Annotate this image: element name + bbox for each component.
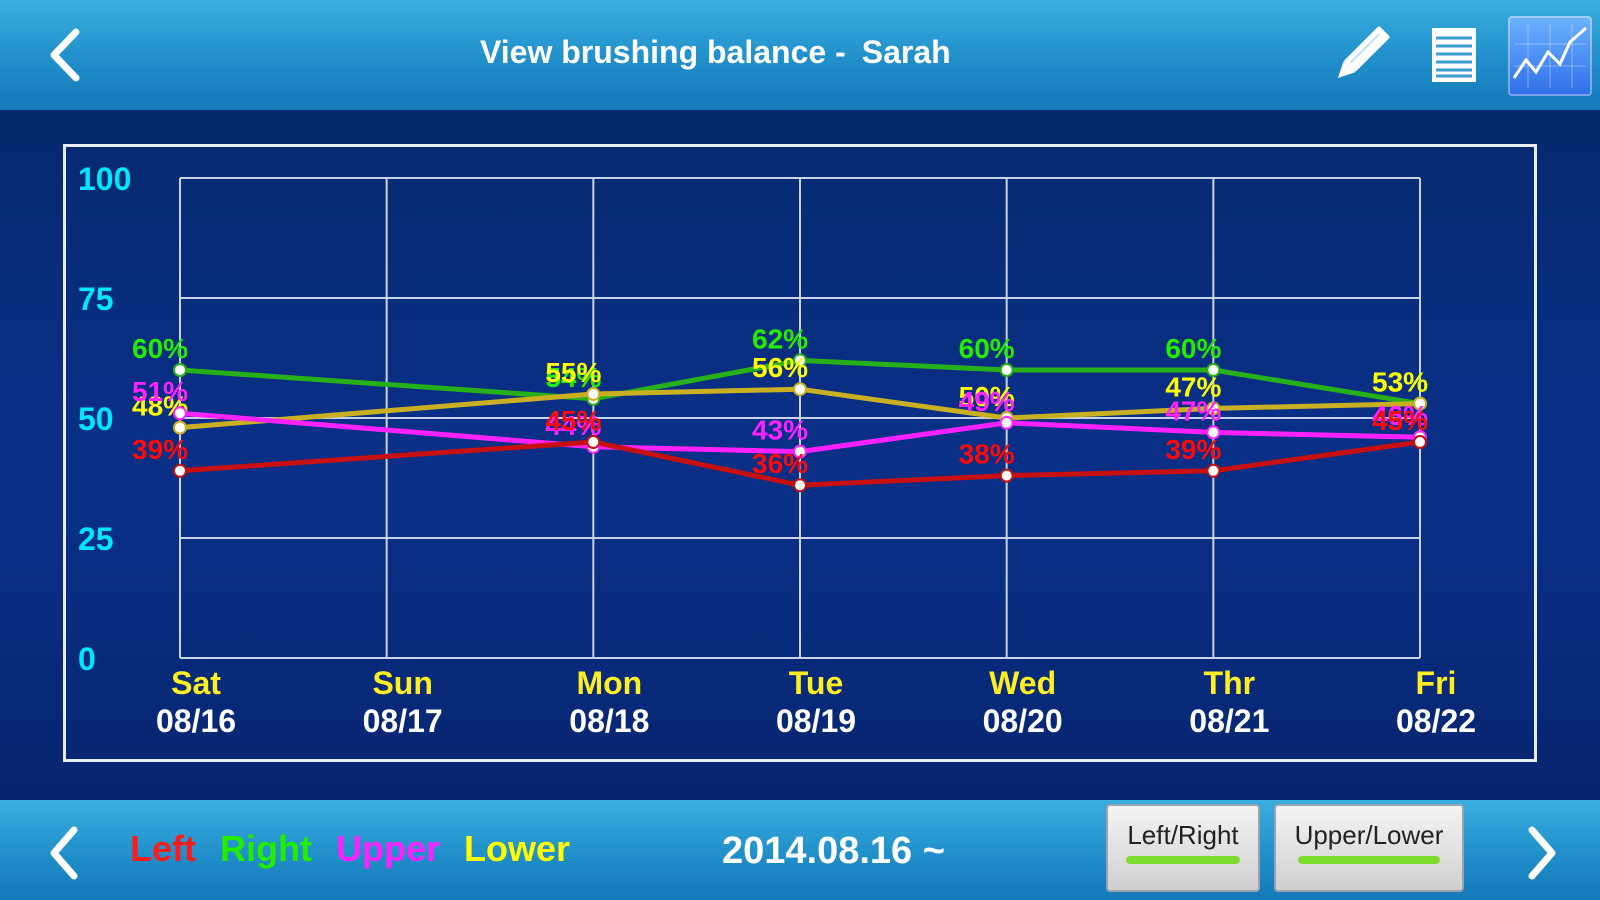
- data-point-lower: [173, 420, 187, 435]
- next-week-button[interactable]: [1510, 822, 1566, 884]
- chart-legend: Left Right Upper Lower: [130, 828, 594, 870]
- legend-upper: Upper: [335, 828, 440, 869]
- user-name: Sarah: [861, 34, 951, 70]
- previous-week-button[interactable]: [40, 822, 96, 884]
- data-point-left: [793, 478, 807, 493]
- x-tick-day-label: Wed: [989, 665, 1056, 701]
- data-label-left: 45%: [1372, 405, 1428, 436]
- bottom-bar: Left Right Upper Lower 2014.08.16 ~ Left/Ri…: [0, 800, 1600, 900]
- data-label-lower: 47%: [1165, 371, 1221, 402]
- data-label-upper: 46%: [1372, 400, 1428, 431]
- data-label-right: 53%: [1372, 367, 1428, 398]
- x-tick-day-label: Tue: [789, 665, 844, 701]
- data-label-upper: 51%: [132, 376, 188, 407]
- left-right-label: Left/Right: [1127, 820, 1239, 850]
- data-point-lower: [586, 387, 601, 401]
- data-label-lower: 53%: [1372, 367, 1428, 398]
- data-label-upper: 43%: [752, 415, 808, 446]
- data-label-lower: 55%: [545, 357, 601, 388]
- data-point-lower: [1206, 401, 1221, 416]
- graph-view-button[interactable]: [1508, 16, 1592, 96]
- date-range: 2014.08.16 ~: [722, 830, 945, 872]
- data-point-upper: [173, 406, 187, 421]
- data-point-right: [999, 363, 1014, 377]
- x-tick-day-label: Thr: [1204, 665, 1256, 701]
- data-label-left: 45%: [545, 405, 601, 436]
- upper-lower-toggle-button[interactable]: Upper/Lower: [1274, 804, 1464, 892]
- x-tick-date-label: 08/17: [363, 703, 443, 739]
- list-icon: [1432, 28, 1476, 82]
- data-point-left: [1206, 463, 1221, 478]
- data-label-right: 62%: [752, 323, 808, 354]
- data-label-right: 60%: [1165, 333, 1221, 364]
- data-label-upper: 47%: [1165, 395, 1221, 426]
- data-point-lower: [1413, 396, 1427, 411]
- back-button[interactable]: [40, 22, 100, 88]
- brushing-balance-chart: 0255075100Sat08/16Sun08/17Mon08/18Tue08/…: [78, 161, 1476, 739]
- left-right-toggle-button[interactable]: Left/Right: [1106, 804, 1260, 892]
- data-label-left: 39%: [1165, 434, 1221, 465]
- data-label-lower: 50%: [959, 381, 1015, 412]
- data-point-lower: [793, 382, 807, 397]
- series-line-upper: [179, 410, 1421, 455]
- x-tick-date-label: 08/16: [156, 703, 236, 739]
- line-chart-icon: [1512, 24, 1587, 88]
- data-label-left: 38%: [959, 439, 1015, 470]
- toggle-indicator: [1126, 856, 1240, 864]
- x-tick-day-label: Sat: [171, 665, 221, 701]
- data-point-right: [1206, 363, 1221, 377]
- pencil-icon: [1337, 26, 1390, 79]
- data-point-upper: [999, 415, 1014, 430]
- data-point-left: [586, 435, 601, 449]
- data-label-left: 39%: [132, 434, 188, 465]
- series-line-left: [179, 439, 1421, 488]
- chart-area: 0 25 50 75 100 Sat 08/16 Sun 08/17 Mon 08/18 Tue 08/…: [0, 110, 1600, 800]
- x-tick-date-label: 08/18: [569, 703, 649, 739]
- data-point-left: [999, 468, 1014, 483]
- data-point-right: [173, 363, 187, 377]
- x-tick-date-label: 08/22: [1396, 703, 1476, 739]
- data-point-upper: [1206, 425, 1221, 440]
- series-line-right: [179, 357, 1421, 407]
- x-tick-date-label: 08/21: [1189, 703, 1269, 739]
- upper-lower-label: Upper/Lower: [1294, 820, 1444, 850]
- title-text: View brushing balance -: [480, 34, 846, 70]
- series-line-lower: [179, 386, 1421, 431]
- data-label-right: 60%: [959, 333, 1015, 364]
- x-tick-day-label: Mon: [576, 665, 642, 701]
- y-tick-label: 25: [78, 521, 114, 557]
- x-tick-date-label: 08/19: [776, 703, 856, 739]
- data-label-right: 60%: [132, 333, 188, 364]
- data-point-left: [1413, 435, 1427, 449]
- data-label-lower: 56%: [752, 352, 808, 383]
- legend-lower: Lower: [463, 828, 570, 869]
- data-point-right: [793, 353, 807, 368]
- toggle-indicator: [1298, 856, 1440, 864]
- chart-frame: [63, 144, 1537, 762]
- x-tick-day-label: Fri: [1416, 665, 1457, 701]
- data-point-upper: [793, 444, 807, 459]
- edit-button[interactable]: [1326, 18, 1398, 90]
- x-tick-date-label: 08/20: [983, 703, 1063, 739]
- y-tick-label: 75: [78, 281, 114, 317]
- y-tick-label: 50: [78, 401, 114, 437]
- chevron-left-icon: [50, 28, 80, 82]
- chevron-right-icon: [1528, 826, 1556, 880]
- y-tick-label: 0: [78, 641, 96, 677]
- chevron-left-icon: [50, 826, 78, 880]
- data-label-left: 36%: [752, 448, 808, 479]
- y-tick-label: 100: [78, 161, 131, 197]
- x-tick-day-label: Sun: [372, 665, 432, 701]
- data-label-upper: 49%: [959, 386, 1015, 417]
- top-bar: View brushing balance - Sarah: [0, 0, 1600, 110]
- legend-left: Left: [130, 828, 196, 869]
- data-point-left: [173, 463, 187, 478]
- list-view-button[interactable]: [1424, 18, 1484, 90]
- legend-right: Right: [220, 828, 312, 869]
- page-title: View brushing balance - Sarah: [480, 34, 951, 71]
